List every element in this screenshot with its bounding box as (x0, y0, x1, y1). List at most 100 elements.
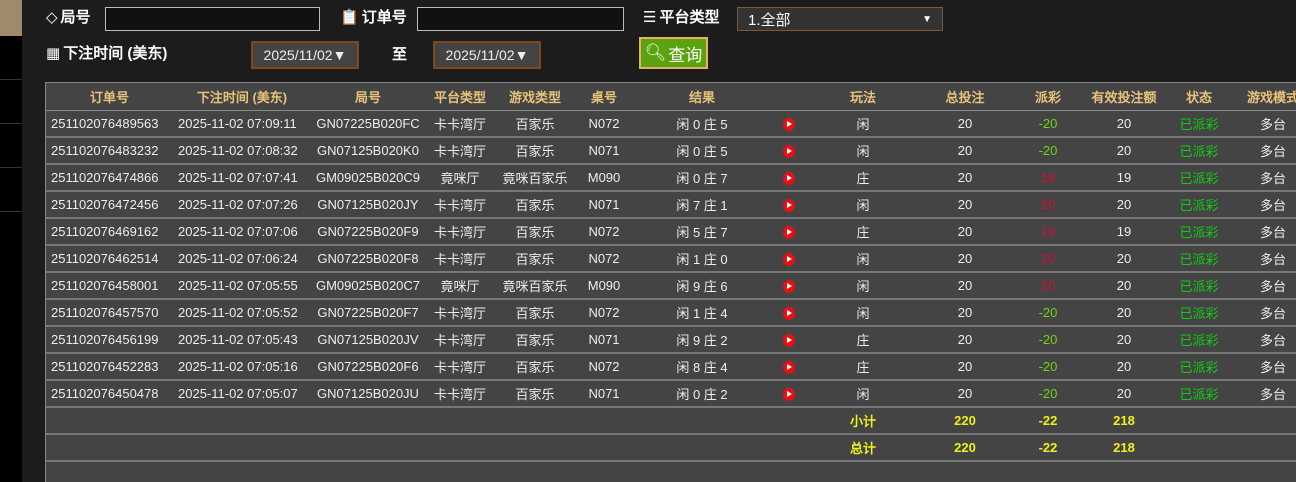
video-replay-cell (771, 272, 807, 300)
table-cell (633, 434, 771, 462)
table-cell: 19 (1011, 218, 1085, 246)
play-icon[interactable] (783, 280, 795, 294)
table-row[interactable]: 251102076462514 2025-11-02 07:06:24 GN0722… (46, 245, 1296, 273)
subtotal-row: 小计 220 -22 218 (46, 407, 1296, 435)
table-cell: -20 (1011, 353, 1085, 381)
table-cell: 百家乐 (495, 326, 575, 354)
table-cell: 251102076450478 (46, 380, 173, 408)
table-cell: N072 (575, 299, 633, 327)
table-cell: 19 (1085, 164, 1163, 192)
table-cell: 闲 1 庄 0 (633, 245, 771, 273)
order-input[interactable] (417, 7, 624, 31)
table-cell: 20 (919, 110, 1011, 138)
table-cell: 2025-11-02 07:07:06 (173, 218, 311, 246)
table-cell: N071 (575, 137, 633, 165)
table-cell (1235, 434, 1296, 462)
sidebar-item[interactable] (0, 168, 22, 212)
table-cell: 251102076458001 (46, 272, 173, 300)
query-button[interactable]: 🔍︎ 查询 (639, 37, 708, 69)
table-cell: 多台 (1235, 272, 1296, 300)
platform-select[interactable]: 1.全部 ▼ (737, 7, 943, 31)
table-cell: 已派彩 (1163, 272, 1235, 300)
sidebar (0, 0, 22, 482)
column-header: 状态 (1163, 83, 1235, 111)
table-cell: 251102076489563 (46, 110, 173, 138)
table-cell: 251102076452283 (46, 353, 173, 381)
table-row[interactable]: 251102076457570 2025-11-02 07:05:52 GN0722… (46, 299, 1296, 327)
table-cell: 卡卡湾厅 (425, 326, 495, 354)
table-row[interactable]: 251102076450478 2025-11-02 07:05:07 GN0712… (46, 380, 1296, 408)
time-label: ▦ 下注时间 (美东) (46, 44, 168, 63)
play-icon[interactable] (783, 226, 795, 240)
sidebar-item[interactable] (0, 80, 22, 124)
column-header: 平台类型 (425, 83, 495, 111)
table-cell: GN07125B020JU (311, 380, 425, 408)
video-replay-cell (771, 137, 807, 165)
play-icon[interactable] (783, 307, 795, 321)
play-icon[interactable] (783, 334, 795, 348)
table-cell: 19 (1011, 164, 1085, 192)
play-icon[interactable] (783, 117, 795, 131)
play-icon[interactable] (783, 145, 795, 159)
table-row[interactable]: 251102076483232 2025-11-02 07:08:32 GN0712… (46, 137, 1296, 165)
table-cell: 20 (919, 245, 1011, 273)
table-cell: 2025-11-02 07:07:26 (173, 191, 311, 219)
table-cell: 20 (919, 164, 1011, 192)
table-row[interactable]: 251102076456199 2025-11-02 07:05:43 GN0712… (46, 326, 1296, 354)
table-cell (46, 434, 173, 462)
table-cell: N072 (575, 245, 633, 273)
table-cell: GN07125B020JV (311, 326, 425, 354)
table-cell: 闲 (807, 245, 919, 273)
play-icon[interactable] (783, 199, 795, 213)
table-cell: 20 (919, 191, 1011, 219)
play-icon[interactable] (783, 361, 795, 375)
server-icon: ☰ (643, 8, 657, 26)
column-header: 游戏类型 (495, 83, 575, 111)
play-icon[interactable] (783, 253, 795, 267)
table-cell: 20 (1085, 272, 1163, 300)
video-replay-cell (771, 326, 807, 354)
round-input[interactable] (105, 7, 320, 31)
table-cell: 多台 (1235, 326, 1296, 354)
sidebar-item[interactable] (0, 36, 22, 80)
table-row[interactable]: 251102076469162 2025-11-02 07:07:06 GN0722… (46, 218, 1296, 246)
table-cell: 百家乐 (495, 137, 575, 165)
date-from[interactable]: 2025/11/02▼ (251, 41, 359, 69)
table-cell: 2025-11-02 07:06:24 (173, 245, 311, 273)
table-cell: 多台 (1235, 299, 1296, 327)
date-to[interactable]: 2025/11/02▼ (433, 41, 541, 69)
table-cell (575, 434, 633, 462)
table-cell: GN07125B020JY (311, 191, 425, 219)
column-header: 桌号 (575, 83, 633, 111)
table-cell: 庄 (807, 353, 919, 381)
column-header: 下注时间 (美东) (173, 83, 311, 111)
table-cell: 已派彩 (1163, 299, 1235, 327)
table-cell: 小计 (807, 407, 919, 435)
table-cell: 20 (1085, 299, 1163, 327)
table-cell (495, 407, 575, 435)
column-header: 游戏模式 (1235, 83, 1296, 111)
table-cell: 2025-11-02 07:05:43 (173, 326, 311, 354)
table-cell: 218 (1085, 434, 1163, 462)
table-cell: 251102076474866 (46, 164, 173, 192)
table-row[interactable]: 251102076458001 2025-11-02 07:05:55 GM0902… (46, 272, 1296, 300)
table-cell: 闲 9 庄 6 (633, 272, 771, 300)
table-cell: 已派彩 (1163, 191, 1235, 219)
table-cell: N072 (575, 218, 633, 246)
table-cell: N072 (575, 110, 633, 138)
table-cell: 百家乐 (495, 245, 575, 273)
table-row[interactable]: 251102076489563 2025-11-02 07:09:11 GN0722… (46, 110, 1296, 138)
table-cell: 卡卡湾厅 (425, 137, 495, 165)
table-row[interactable]: 251102076452283 2025-11-02 07:05:16 GN0722… (46, 353, 1296, 381)
table-cell: 251102076457570 (46, 299, 173, 327)
play-icon[interactable] (783, 172, 795, 186)
table-cell: 20 (1011, 272, 1085, 300)
video-replay-cell (771, 353, 807, 381)
table-cell: 闲 0 庄 7 (633, 164, 771, 192)
play-icon[interactable] (783, 388, 795, 402)
video-replay-cell (771, 110, 807, 138)
table-cell: 卡卡湾厅 (425, 191, 495, 219)
sidebar-item[interactable] (0, 124, 22, 168)
table-row[interactable]: 251102076474866 2025-11-02 07:07:41 GM0902… (46, 164, 1296, 192)
table-row[interactable]: 251102076472456 2025-11-02 07:07:26 GN0712… (46, 191, 1296, 219)
